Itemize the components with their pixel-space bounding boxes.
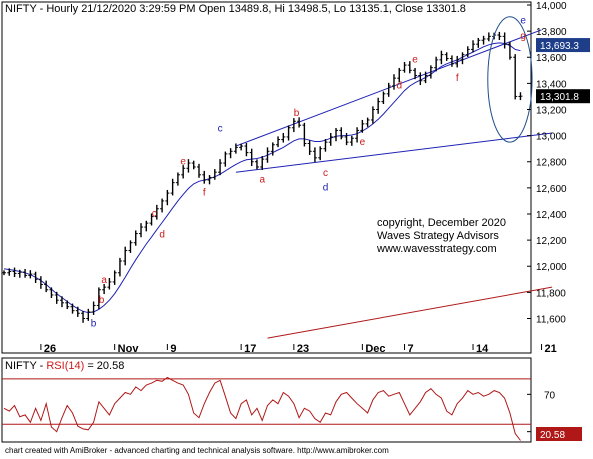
lower-channel-line [235, 132, 553, 173]
y-tick-label: 12,600 [536, 184, 567, 195]
x-tick-label: Nov [118, 343, 140, 355]
rsi-header-prefix: NIFTY - [5, 360, 46, 372]
price-badge-box [536, 38, 590, 53]
wave-label: c [218, 124, 223, 135]
y-tick-label: 12,800 [536, 158, 567, 169]
wave-label: e [412, 54, 418, 65]
y-tick-label: 13,200 [536, 105, 567, 116]
x-tick-label: 17 [244, 343, 256, 355]
wave-label: f [456, 73, 459, 84]
y-tick-label: 13,600 [536, 53, 567, 64]
wave-label: d [159, 230, 165, 241]
wave-label: e [180, 156, 186, 167]
wave-label: a [101, 275, 107, 286]
y-tick-label: 12,400 [536, 210, 567, 221]
y-tick-label: 13,800 [536, 27, 567, 38]
price-badge-box [536, 89, 590, 104]
wave-label: a [259, 175, 265, 186]
wave-label: c [323, 168, 328, 179]
annotation-line: Waves Strategy Advisors [377, 230, 499, 242]
wave-label: b [99, 295, 105, 306]
y-tick-label: 11,600 [536, 314, 566, 325]
rsi-badge-box [536, 427, 582, 441]
wave-label: d [396, 81, 402, 92]
long-term-support-line [267, 286, 553, 339]
rsi-panel: NIFTY - RSI(14) = 20.58 3070 20.58 [1, 357, 582, 443]
price-bars [2, 31, 523, 323]
wave-label: f [203, 188, 206, 199]
price-header: NIFTY - Hourly 21/12/2020 3:29:59 PM Ope… [5, 3, 466, 15]
rsi-line [3, 376, 521, 441]
wave-label: c [152, 209, 157, 220]
y-tick-label: 12,000 [536, 262, 567, 273]
y-tick-label: 13,400 [536, 79, 567, 90]
x-tick-label: 23 [297, 343, 309, 355]
rsi-value-badge: 20.58 [536, 427, 582, 441]
wave-label: e [520, 15, 526, 26]
wave-label: b [91, 318, 97, 329]
x-tick-label: 21 [545, 343, 557, 355]
x-tick-label: 9 [170, 343, 176, 355]
highlight-ellipse [487, 16, 533, 143]
y-tick-label: 12,200 [536, 236, 567, 247]
wave-label: b [294, 108, 300, 119]
price-badges: 13,693.3 13,301.8 [536, 38, 590, 104]
annotation-line: copyright, December 2020 [377, 217, 506, 229]
y-tick-label: 13,000 [536, 132, 567, 143]
wave-label: d [323, 182, 329, 193]
wave-label: e [360, 137, 366, 148]
price-y-axis: 11,600 11,800 12,000 12,200 12,400 12,600 12,8… [527, 1, 567, 325]
y-tick-label: 11,800 [536, 288, 566, 299]
price-x-axis: 26 Nov 9 17 23 Dec 7 14 21 [40, 343, 557, 355]
rsi-header-indicator: RSI(14) [46, 360, 84, 372]
wave-label: g [520, 31, 526, 42]
rsi-header-value: = 20.58 [84, 360, 124, 372]
rsi-tick-label: 70 [544, 390, 556, 401]
y-tick-label: 14,000 [536, 1, 567, 12]
annotation-line: www.wavesstrategy.com [376, 243, 497, 255]
price-badge-label: 13,693.3 [540, 41, 579, 52]
price-panel-frame [1, 1, 532, 354]
x-tick-label: 26 [44, 343, 56, 355]
x-tick-label: Dec [365, 343, 385, 355]
price-badge-label: 13,301.8 [540, 92, 579, 103]
x-tick-label: 7 [408, 343, 414, 355]
x-tick-label: 14 [476, 343, 489, 355]
footer-credit: chart created with AmiBroker - advanced … [5, 446, 389, 455]
rsi-levels [2, 378, 531, 425]
rsi-badge-label: 20.58 [540, 430, 565, 441]
rsi-header: NIFTY - RSI(14) = 20.58 [5, 360, 124, 372]
